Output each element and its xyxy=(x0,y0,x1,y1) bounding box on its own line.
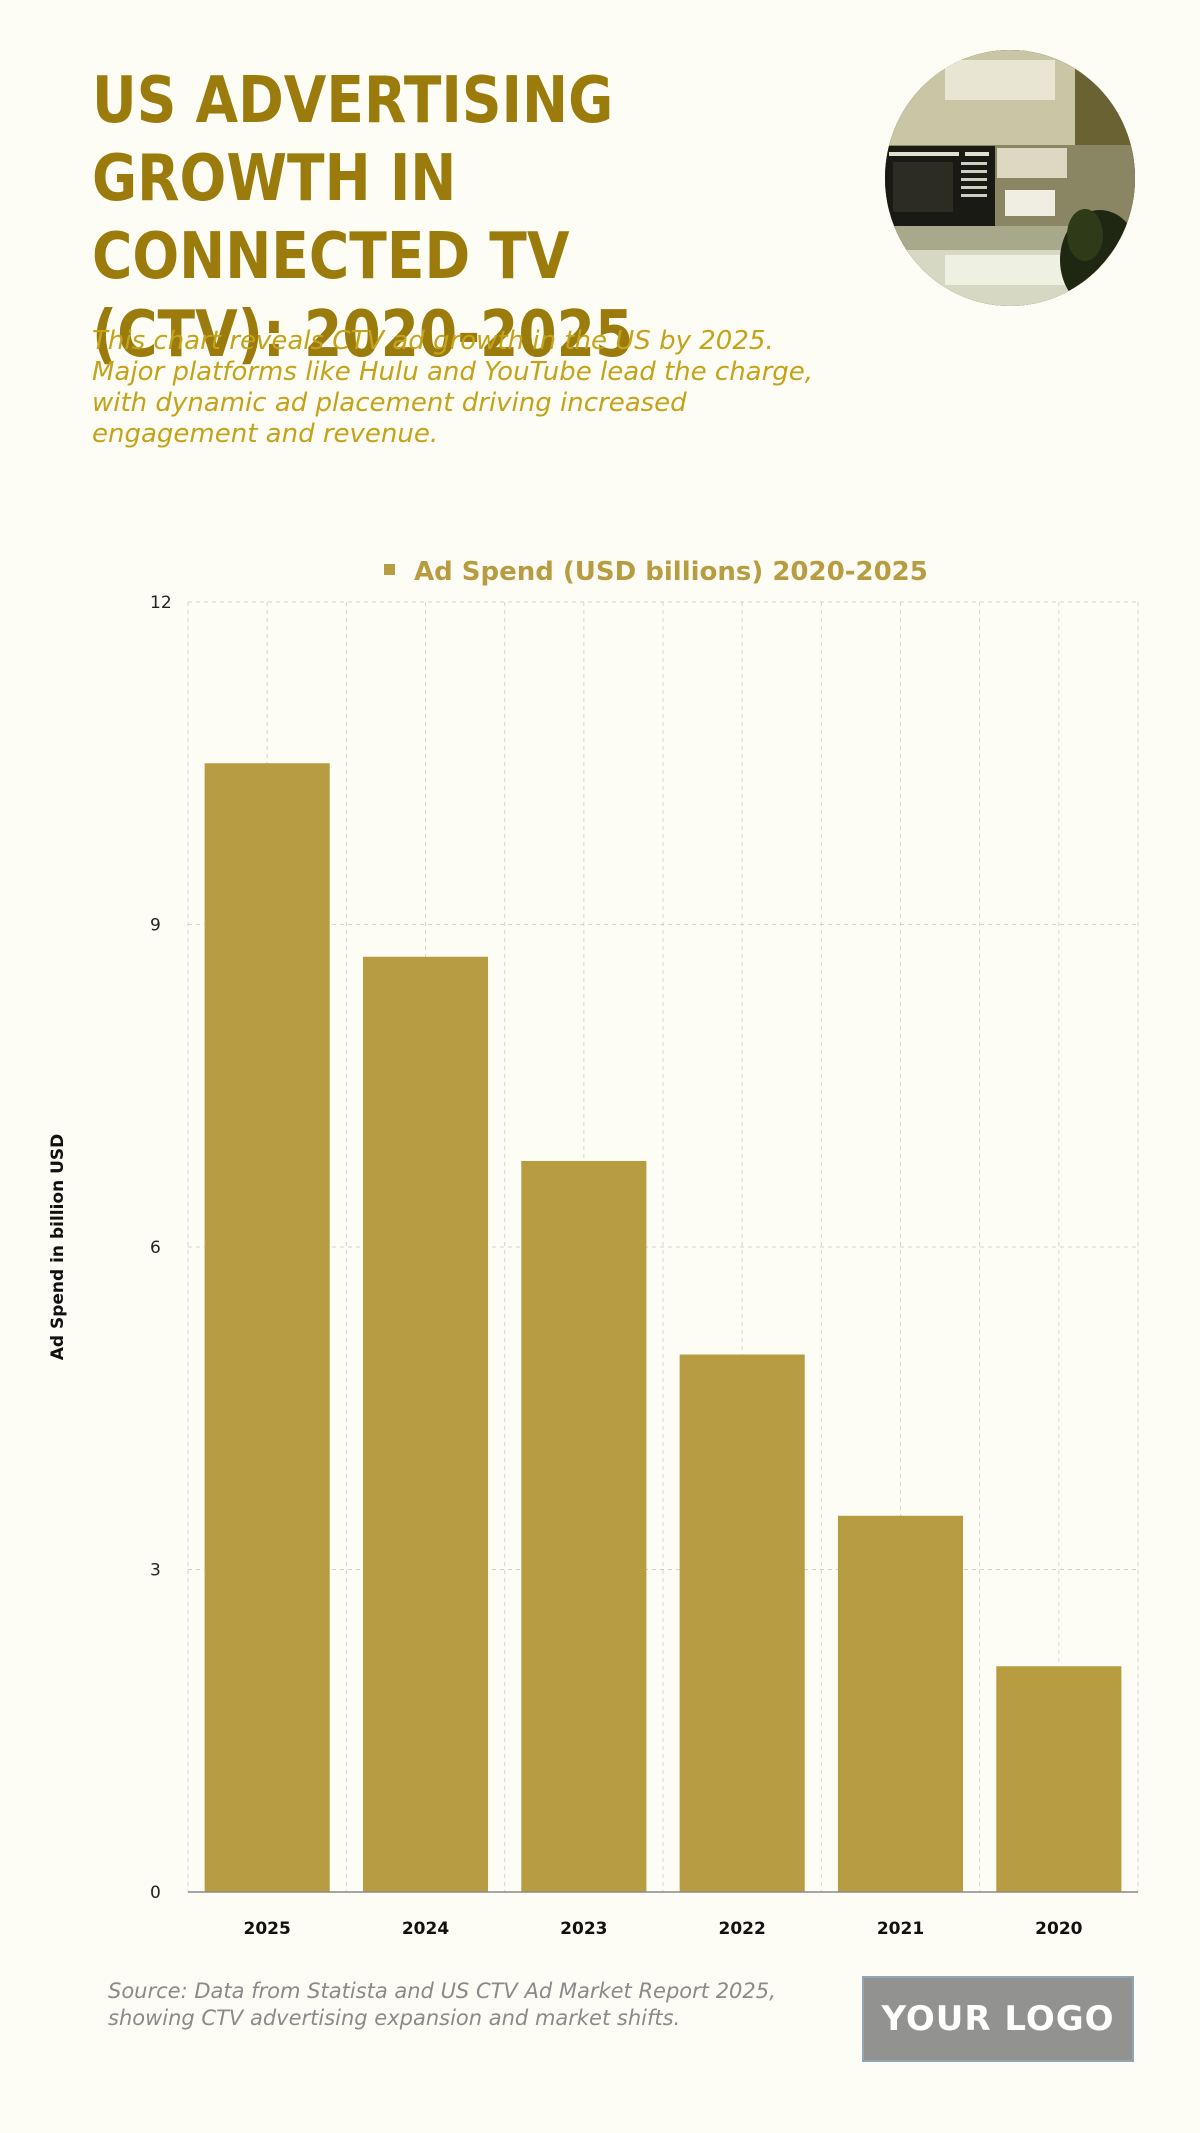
legend-label: Ad Spend (USD billions) 2020-2025 xyxy=(414,557,928,587)
source-note: Source: Data from Statista and US CTV Ad… xyxy=(108,1979,776,2030)
y-tick-label: 12 xyxy=(150,593,172,613)
bar-chart-svg: Ad Spend (USD billions) 2020-2025 0 3 6 9 12… xyxy=(48,557,1139,1939)
bar-2025 xyxy=(204,763,330,1892)
y-tick-label: 0 xyxy=(150,1883,161,1903)
chart-bars xyxy=(204,763,1122,1892)
station-departure-board-image xyxy=(885,50,1135,306)
y-tick-label: 6 xyxy=(150,1238,161,1258)
x-tick-label: 2024 xyxy=(402,1919,449,1939)
chart-grid xyxy=(187,601,1139,1893)
x-tick-label: 2021 xyxy=(877,1919,924,1939)
legend-swatch xyxy=(384,564,395,575)
logo-placeholder: YOUR LOGO xyxy=(862,1976,1134,2062)
x-tick-label: 2023 xyxy=(560,1919,607,1939)
x-tick-label: 2022 xyxy=(719,1919,766,1939)
bar-2021 xyxy=(837,1515,964,1892)
chart-legend: Ad Spend (USD billions) 2020-2025 xyxy=(384,557,928,587)
bar-2023 xyxy=(521,1161,647,1892)
y-axis-ticks: 0 3 6 9 12 xyxy=(150,593,172,1903)
x-axis-ticks: 2025 2024 2023 2022 2021 2020 xyxy=(244,1919,1083,1939)
chart-subtitle: This chart reveals CTV ad growth in the … xyxy=(92,326,814,449)
header-photo xyxy=(885,50,1135,306)
bar-chart: Ad Spend (USD billions) 2020-2025 0 3 6 9 12… xyxy=(0,540,1200,1980)
bar-2024 xyxy=(362,956,489,1892)
bar-2020 xyxy=(996,1666,1122,1892)
x-tick-label: 2025 xyxy=(244,1919,291,1939)
x-tick-label: 2020 xyxy=(1035,1919,1082,1939)
y-tick-label: 3 xyxy=(150,1561,161,1581)
logo-text: YOUR LOGO xyxy=(881,1999,1115,2039)
chart-title: US ADVERTISING GROWTH IN CONNECTED TV (C… xyxy=(92,64,634,372)
bar-2022 xyxy=(679,1354,805,1892)
y-tick-label: 9 xyxy=(150,916,161,936)
y-axis-label: Ad Spend in billion USD xyxy=(48,1134,68,1361)
